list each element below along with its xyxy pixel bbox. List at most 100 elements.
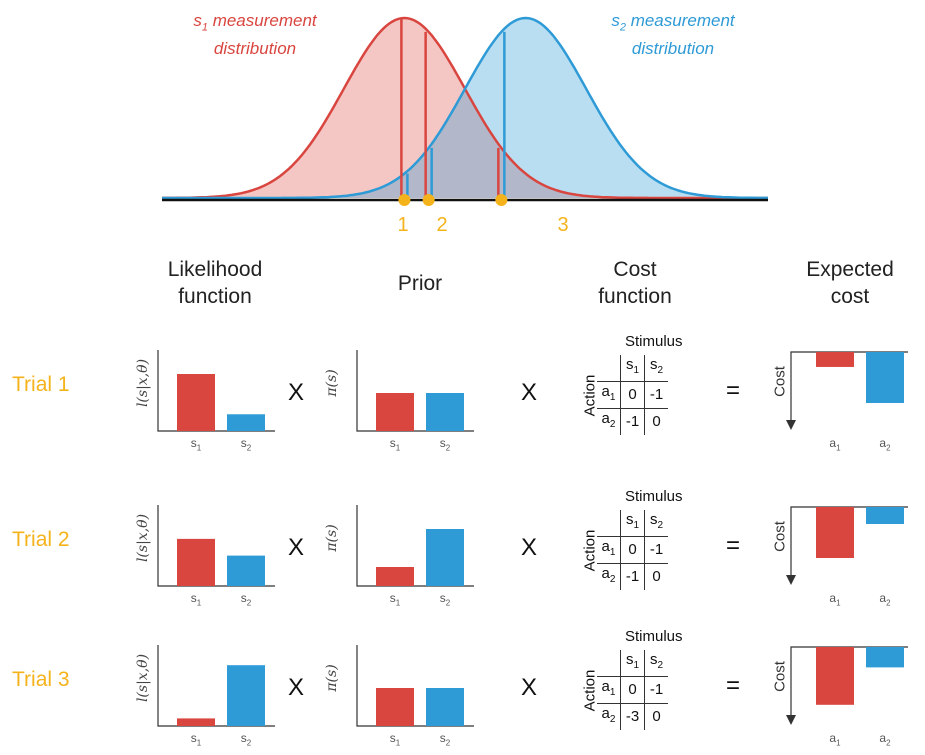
trial-3-times-2: X — [521, 674, 538, 701]
s1-distribution-area — [162, 18, 768, 198]
trial-1-likelihood-y-label: l(s|x,θ) — [135, 358, 151, 408]
trial-2-equals: = — [726, 532, 741, 559]
trial-2-likelihood-bar-chart — [157, 505, 275, 587]
trial-2-cost-table: s1 s2 a1 0 -1 a2 -1 0 — [597, 510, 668, 590]
trial-2-times-2: X — [521, 534, 538, 561]
s2-distribution-area — [162, 18, 768, 198]
trial-2-likelihood-xtick-s1: s1 — [190, 591, 202, 608]
trial-1-prior-bar-s2 — [426, 393, 464, 431]
trial-1-action-label: Action — [581, 374, 599, 417]
trial-3-likelihood-bar-s1 — [177, 718, 215, 726]
trial-3-stimulus-label: Stimulus — [625, 628, 683, 645]
trial-3-likelihood-bar-chart — [157, 645, 275, 727]
trial-2-cost-cell: 0 — [620, 536, 645, 564]
trial-2-action-label: Action — [581, 529, 599, 572]
trial-2-likelihood-bar-s1 — [177, 538, 215, 586]
trial-1-prior-xtick-s2: s2 — [439, 436, 451, 453]
cost-function-column-header: Cost function — [598, 258, 672, 308]
trial-2-expected-y-label: Cost — [771, 521, 789, 552]
trial-1-prior-y-label: π(s) — [324, 369, 340, 397]
trial-3-action-label: Action — [581, 669, 599, 712]
marker-label-1: 1 — [397, 214, 409, 236]
trial-2-prior-xtick-s1: s1 — [389, 591, 401, 608]
s2-distribution-label: s2 measurement distribution — [611, 11, 735, 59]
trial-2-label: Trial 2 — [12, 528, 70, 551]
trial-1-expected-bar-a2 — [866, 352, 904, 403]
trial-1-label: Trial 1 — [12, 373, 70, 396]
trial-1-expected-bar-chart — [790, 351, 908, 426]
trial-3-cost-cell: -1 — [644, 676, 668, 704]
trial-2-expected-bar-a1 — [816, 507, 854, 558]
trial-3-likelihood-y-label: l(s|x,θ) — [135, 653, 151, 703]
trial-3-prior-y-label: π(s) — [324, 664, 340, 692]
trial-3-expected-xtick-a2: a2 — [879, 731, 891, 748]
trial-2-expected-xtick-a2: a2 — [879, 591, 891, 608]
trial-3-cost-cell: 0 — [620, 676, 645, 704]
trial-1-prior-xtick-s1: s1 — [389, 436, 401, 453]
trial-1-cost-cell: 0 — [644, 408, 668, 435]
trial-1-expected-y-label: Cost — [771, 366, 789, 397]
trial-2-prior-bar-s1 — [376, 567, 414, 586]
s2-distribution-curve — [162, 16, 768, 200]
likelihood-column-header: Likelihood function — [167, 258, 263, 308]
trial-2-cost-cell: -1 — [620, 563, 645, 590]
trial-1-likelihood-xtick-s2: s2 — [240, 436, 252, 453]
trial-2-times-1: X — [288, 534, 305, 561]
trial-1-likelihood-bar-chart — [157, 350, 275, 432]
trial-2-cost-cell: -1 — [644, 536, 668, 564]
trial-3-cost-cell: 0 — [644, 703, 668, 730]
marker-3-dot — [495, 194, 508, 206]
trial-2-likelihood-bar-s2 — [227, 555, 265, 586]
trial-3-expected-xtick-a1: a1 — [829, 731, 841, 748]
trial-1-times-1: X — [288, 379, 305, 406]
trial-2-prior-bar-chart — [356, 505, 474, 587]
marker-1-dot — [398, 194, 411, 206]
trial-3-expected-bar-a2 — [866, 647, 904, 668]
trial-3-likelihood-xtick-s2: s2 — [240, 731, 252, 748]
trial-2-prior-y-label: π(s) — [324, 524, 340, 552]
trial-3-likelihood-bar-s2 — [227, 665, 265, 726]
trial-3-likelihood-xtick-s1: s1 — [190, 731, 202, 748]
trial-1-likelihood-bar-s2 — [227, 414, 265, 431]
trial-3-prior-bar-s1 — [376, 688, 414, 726]
trial-2-expected-bar-chart — [790, 506, 908, 581]
trial-1-expected-xtick-a1: a1 — [829, 436, 841, 453]
trial-3-prior-bar-chart — [356, 645, 474, 727]
trial-1-expected-bar-a1 — [816, 352, 854, 367]
trial-1-prior-bar-chart — [356, 350, 474, 432]
trial-1-cost-table: s1 s2 a1 0 -1 a2 -1 0 — [597, 355, 668, 435]
marker-label-2: 2 — [436, 214, 448, 236]
trial-1-expected-arrow-down-icon — [786, 420, 796, 430]
trial-2-cost-cell: 0 — [644, 563, 668, 590]
trial-1-cost-cell: -1 — [620, 408, 645, 435]
trial-1-likelihood-bar-s1 — [177, 374, 215, 431]
trial-3-equals: = — [726, 672, 741, 699]
marker-2-dot — [422, 194, 435, 206]
trial-3-expected-arrow-down-icon — [786, 715, 796, 725]
trial-3-expected-bar-a1 — [816, 647, 854, 705]
trial-1-cost-cell: -1 — [644, 381, 668, 409]
trial-1-times-2: X — [521, 379, 538, 406]
expected-cost-column-header: Expected cost — [806, 258, 894, 308]
trial-3-expected-bar-chart — [790, 646, 908, 721]
trial-3-prior-bar-s2 — [426, 688, 464, 726]
trial-3-expected-y-label: Cost — [771, 661, 789, 692]
trial-1-likelihood-xtick-s1: s1 — [190, 436, 202, 453]
trial-3-times-1: X — [288, 674, 305, 701]
trial-1-equals: = — [726, 377, 741, 404]
trial-1-stimulus-label: Stimulus — [625, 333, 683, 350]
trial-3-cost-table: s1 s2 a1 0 -1 a2 -3 0 — [597, 650, 668, 730]
trial-2-expected-xtick-a1: a1 — [829, 591, 841, 608]
trial-2-prior-xtick-s2: s2 — [439, 591, 451, 608]
trial-2-expected-arrow-down-icon — [786, 575, 796, 585]
trial-1-prior-bar-s1 — [376, 393, 414, 431]
trial-1-expected-xtick-a2: a2 — [879, 436, 891, 453]
trial-2-likelihood-y-label: l(s|x,θ) — [135, 513, 151, 563]
measurement-distributions-plot — [162, 16, 768, 206]
s1-distribution-label: s1 measurement distribution — [193, 11, 317, 59]
trial-1-cost-cell: 0 — [620, 381, 645, 409]
trial-3-prior-xtick-s1: s1 — [389, 731, 401, 748]
trial-3-cost-cell: -3 — [620, 703, 645, 730]
marker-label-3: 3 — [557, 214, 569, 236]
prior-column-header: Prior — [397, 272, 443, 295]
